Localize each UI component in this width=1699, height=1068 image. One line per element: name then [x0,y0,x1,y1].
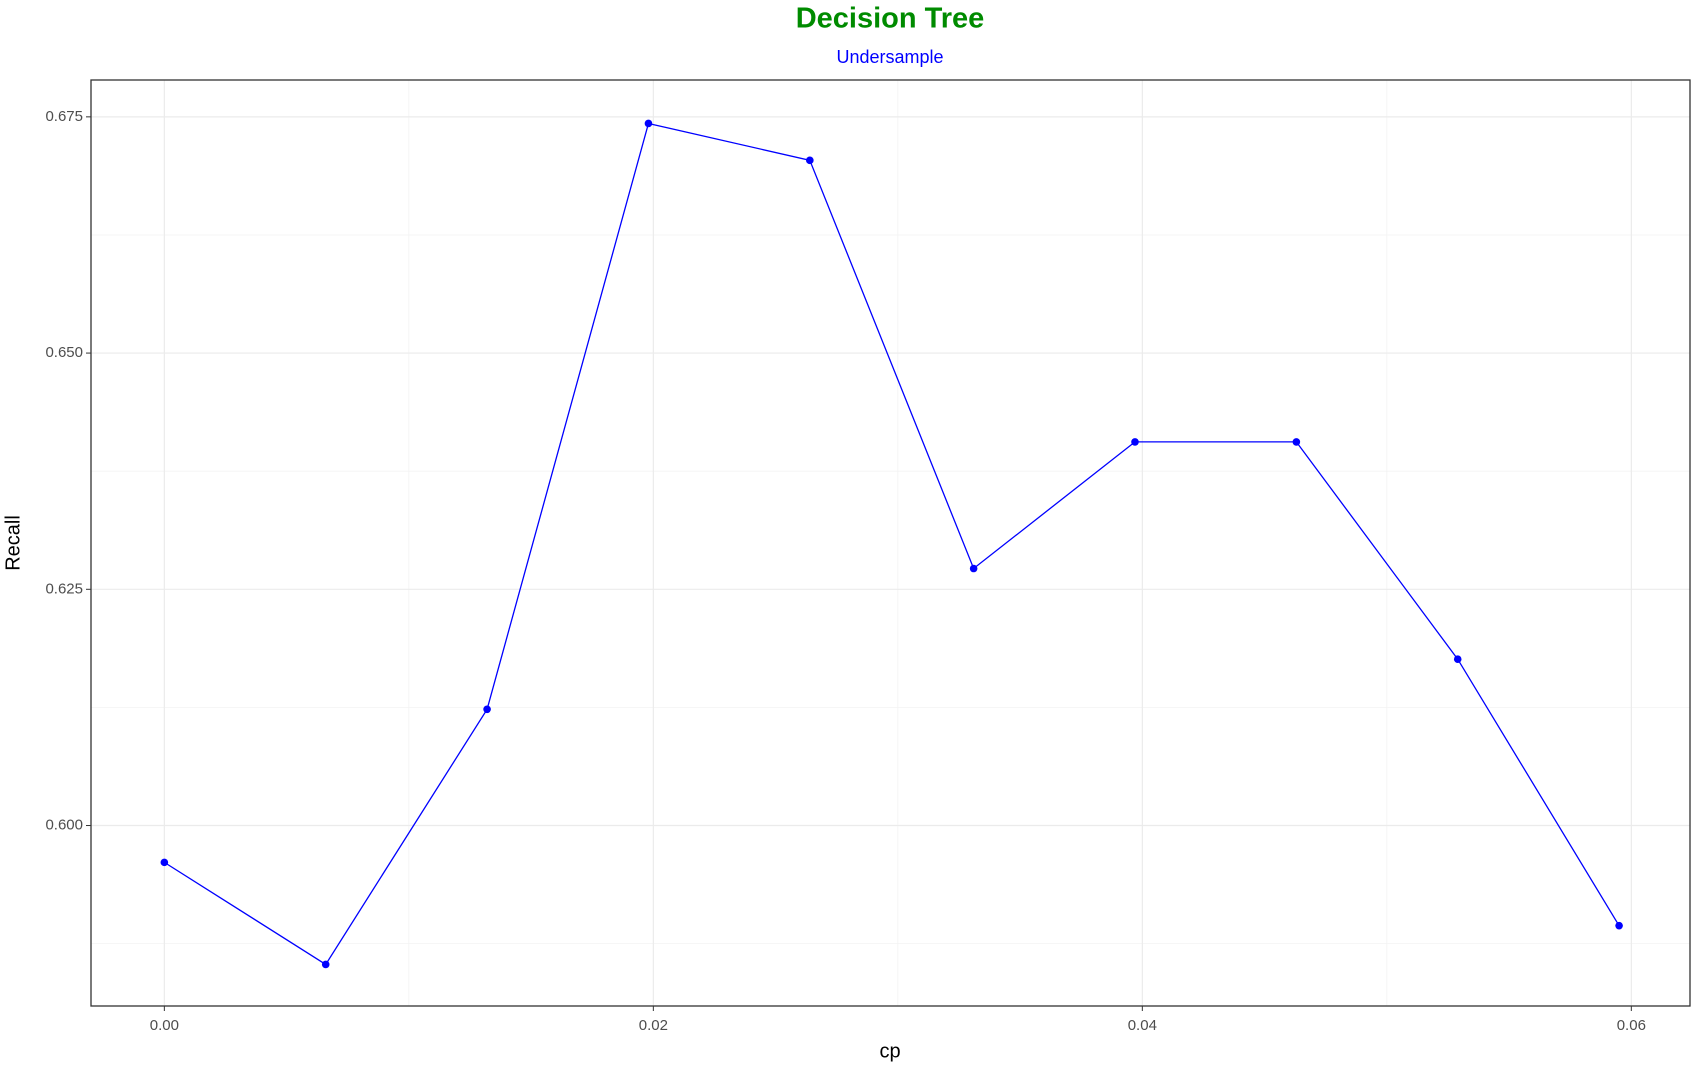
y-tick-label: 0.625 [45,580,83,597]
line [164,122,1620,966]
point [1131,438,1139,446]
point [806,156,814,165]
y-tick-label: 0.650 [45,344,83,361]
point [1453,655,1462,664]
y-axis-label: Recall [2,515,24,571]
y-tick-label: 0.675 [45,108,83,125]
point [160,858,169,867]
point [1292,438,1301,446]
point [321,960,330,969]
point [483,705,491,714]
plot-border [90,79,1691,1007]
x-tick-label: 0.00 [150,1017,179,1034]
x-tick-label: 0.02 [639,1017,668,1034]
point [644,119,653,128]
y-tick-label: 0.600 [45,816,83,833]
chart-subtitle: Undersample [836,47,943,67]
point [969,564,978,573]
point [1615,921,1623,930]
x-axis-label: cp [879,1040,900,1062]
x-tick-label: 0.06 [1617,1017,1646,1034]
x-tick-label: 0.04 [1128,1017,1157,1034]
chart-title: Decision Tree [796,3,985,35]
